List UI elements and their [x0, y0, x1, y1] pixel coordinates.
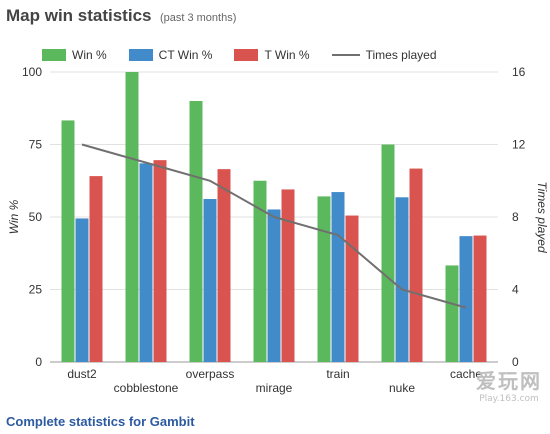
- bar-win-dust2: [61, 120, 75, 363]
- legend-item-ct-win[interactable]: CT Win %: [128, 48, 213, 62]
- legend-swatch-t-win: [234, 49, 259, 61]
- y-tick-label: 0: [35, 355, 42, 369]
- bar-win-overpass: [189, 101, 203, 362]
- bar-t-win-mirage: [281, 189, 295, 362]
- bar-t-win-cache: [473, 235, 487, 362]
- x-tick-label: nuke: [389, 381, 415, 395]
- y-axis-label: Win %: [7, 199, 21, 234]
- y2-tick-label: 12: [512, 138, 526, 152]
- watermark-main: 爱玩网: [476, 369, 542, 393]
- bar-ct-win-train: [331, 192, 345, 362]
- chart-header: Map win statistics (past 3 months): [6, 6, 236, 26]
- chart-legend: Win % CT Win % T Win % Times played: [42, 48, 459, 62]
- y2-tick-label: 16: [512, 65, 526, 79]
- bar-ct-win-nuke: [395, 197, 409, 362]
- x-tick-label: train: [326, 367, 349, 381]
- y2-tick-label: 0: [512, 355, 519, 369]
- legend-swatch-win: [42, 49, 66, 61]
- legend-label-t-win: T Win %: [264, 48, 310, 62]
- x-tick-label: overpass: [186, 367, 235, 381]
- y-tick-label: 25: [29, 283, 43, 297]
- bar-ct-win-dust2: [75, 218, 89, 362]
- y2-tick-label: 4: [512, 283, 519, 297]
- legend-label-win: Win %: [72, 48, 107, 62]
- bar-ct-win-mirage: [267, 209, 281, 362]
- legend-swatch-times-played: [331, 54, 360, 56]
- chart-subtitle: (past 3 months): [159, 12, 237, 24]
- bar-t-win-nuke: [409, 168, 423, 362]
- watermark-logo: 爱玩网 Play.163.com: [476, 365, 542, 404]
- bar-t-win-train: [345, 215, 359, 362]
- bar-win-nuke: [381, 144, 395, 362]
- y-tick-label: 100: [22, 65, 42, 79]
- legend-item-t-win[interactable]: T Win %: [234, 48, 310, 62]
- bar-ct-win-cache: [459, 236, 473, 362]
- bar-win-cache: [445, 265, 459, 362]
- legend-item-win[interactable]: Win %: [42, 48, 107, 62]
- legend-label-ct-win: CT Win %: [158, 48, 213, 62]
- bar-win-train: [317, 196, 331, 362]
- bar-t-win-dust2: [89, 176, 103, 362]
- bar-t-win-cobblestone: [153, 160, 167, 362]
- bar-ct-win-overpass: [203, 199, 217, 362]
- legend-item-times-played[interactable]: Times played: [331, 48, 437, 62]
- x-tick-label: cache: [450, 367, 482, 381]
- y2-axis-label: Times played: [535, 181, 549, 253]
- y2-tick-label: 8: [512, 210, 519, 224]
- bar-win-mirage: [253, 180, 267, 362]
- x-tick-label: mirage: [256, 381, 293, 395]
- watermark-sub: Play.163.com: [479, 394, 539, 404]
- legend-swatch-ct-win: [128, 49, 153, 61]
- y-tick-label: 50: [29, 210, 43, 224]
- bar-t-win-overpass: [217, 169, 231, 362]
- bar-win-cobblestone: [125, 72, 139, 362]
- x-tick-label: dust2: [67, 367, 97, 381]
- chart-title: Map win statistics: [6, 6, 152, 25]
- x-tick-label: cobblestone: [114, 381, 179, 395]
- line-times-played: [81, 143, 467, 309]
- bar-ct-win-cobblestone: [139, 163, 153, 362]
- y-tick-label: 75: [29, 138, 43, 152]
- complete-statistics-link[interactable]: Complete statistics for Gambit: [6, 414, 195, 429]
- legend-label-times-played: Times played: [365, 48, 437, 62]
